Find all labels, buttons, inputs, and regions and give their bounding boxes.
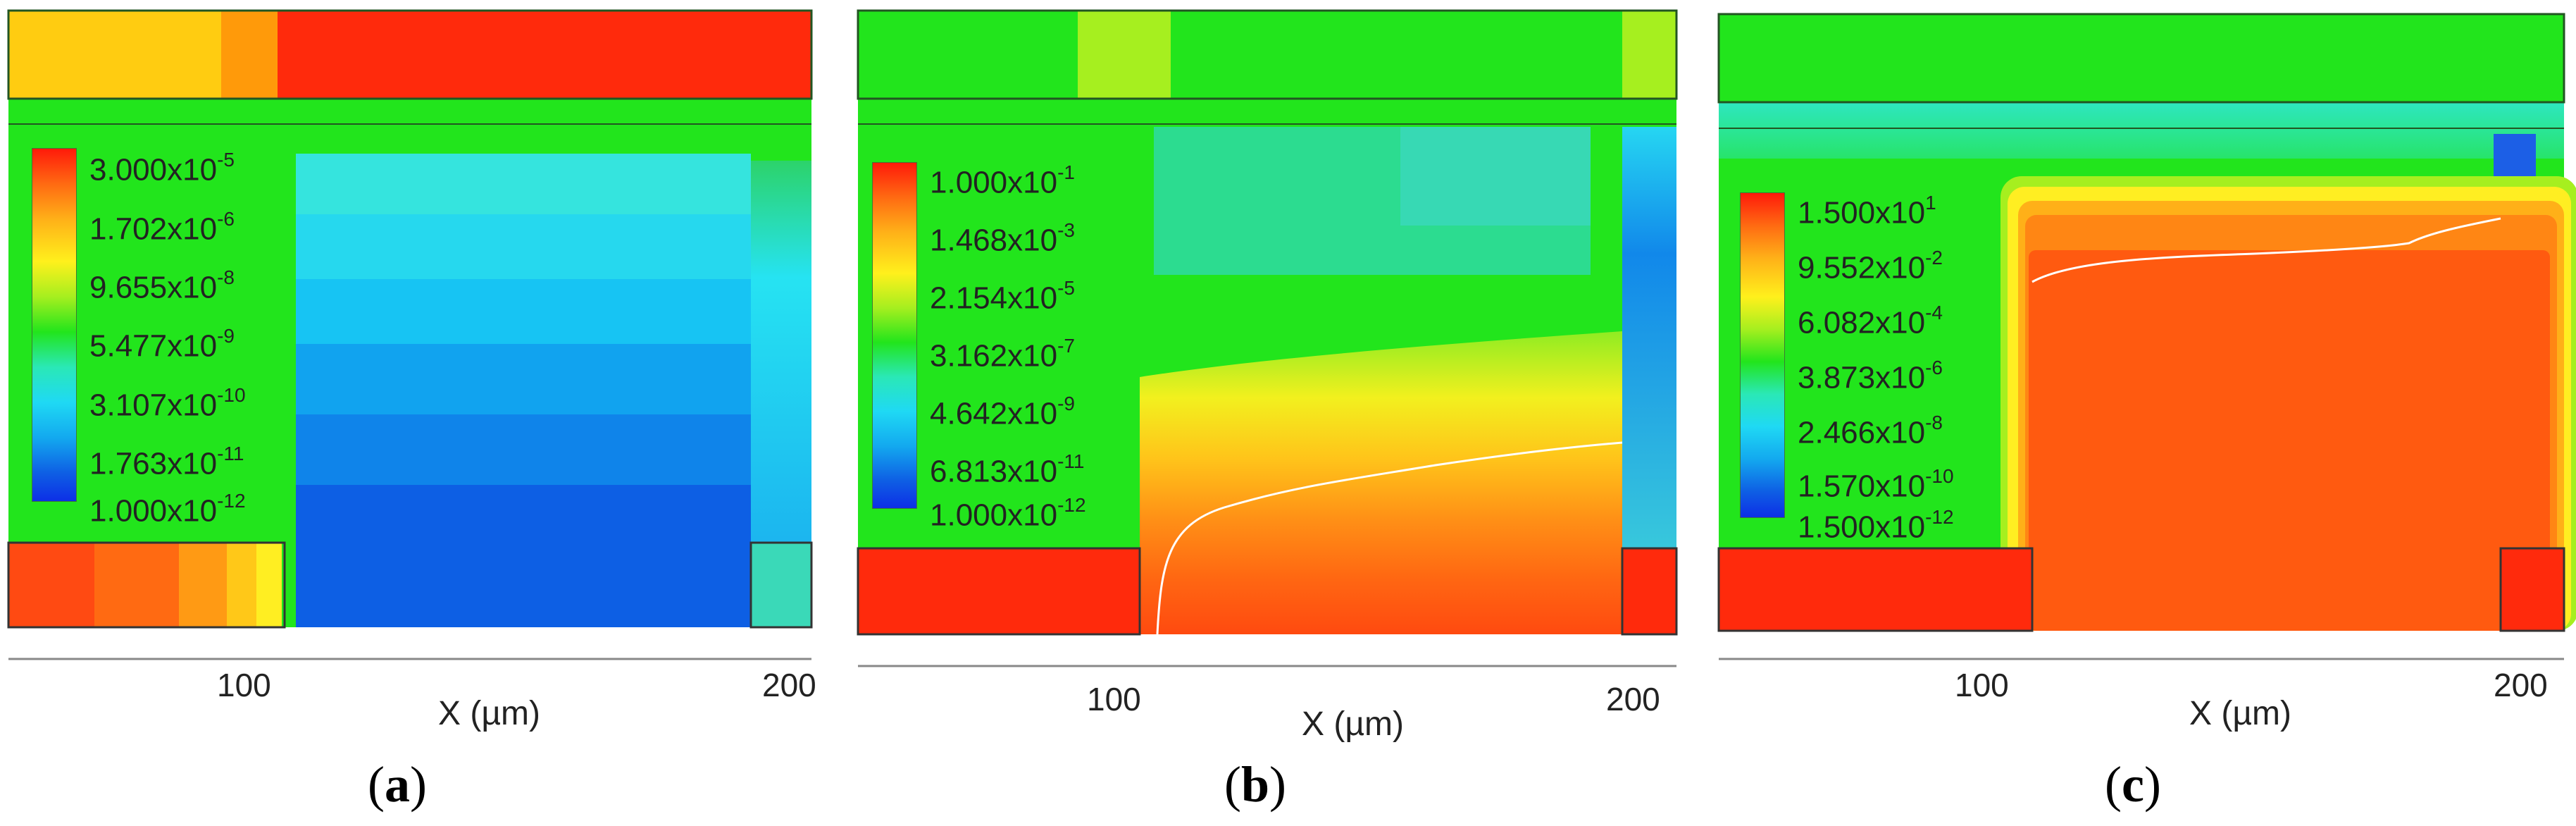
colorbar-b-label-1: 1.468x10-3 bbox=[930, 219, 1075, 258]
colorbar-b-label-5: 6.813x10-11 bbox=[930, 450, 1085, 489]
colorbar-b-label-0: 1.000x10-1 bbox=[930, 161, 1075, 200]
band-6 bbox=[296, 485, 751, 627]
heatmap-a-plot bbox=[7, 9, 813, 660]
block-outline bbox=[749, 541, 813, 629]
colorbar-c-label-5: 1.570x10-10 bbox=[1798, 465, 1954, 504]
contour-line bbox=[1156, 441, 1623, 635]
block-outline bbox=[7, 541, 286, 629]
panel-label-c: (c) bbox=[2105, 756, 2161, 813]
colorbar-b-gradient bbox=[872, 162, 917, 509]
heatmap-b-plot bbox=[857, 9, 1678, 667]
colorbar-c-gradient bbox=[1740, 192, 1785, 518]
colorbar-b-label-4: 4.642x10-9 bbox=[930, 393, 1075, 431]
band-cyan-top bbox=[1719, 102, 2564, 159]
x-axis-title: X (µm) bbox=[438, 695, 540, 732]
warm-column bbox=[1140, 331, 1622, 634]
bottom-block-left bbox=[858, 548, 1140, 634]
colorbar-a-label-4: 3.107x10-10 bbox=[89, 384, 246, 423]
x-axis-title: X (µm) bbox=[1302, 705, 1404, 743]
top-layer-region-green bbox=[1719, 14, 2564, 102]
colorbar-a-label-2: 9.655x10-8 bbox=[89, 266, 235, 305]
corner-spot-blue bbox=[2494, 134, 2536, 176]
heatmap-panel-a: 3.000x10-5 1.702x10-6 9.655x10-8 5.477x1… bbox=[0, 0, 838, 826]
colorbar-a-label-1: 1.702x10-6 bbox=[89, 208, 235, 247]
bottom-block-right bbox=[2501, 548, 2564, 631]
colorbar-c-label-3: 3.873x10-6 bbox=[1798, 357, 1943, 395]
top-layer-region-orange bbox=[221, 11, 278, 99]
bottom-block-segment bbox=[227, 543, 256, 627]
block-outline bbox=[1621, 547, 1678, 636]
x-tick-label-100: 100 bbox=[217, 667, 271, 703]
panel-label-b: (b) bbox=[1224, 756, 1287, 813]
column-core bbox=[2029, 250, 2550, 631]
layer-outline bbox=[857, 9, 1678, 100]
colorbar-a-label-6: 1.000x10-12 bbox=[89, 490, 246, 529]
layer-outline bbox=[7, 9, 813, 100]
bottom-block-right bbox=[751, 543, 811, 627]
block-outline bbox=[857, 547, 1141, 636]
band-2 bbox=[296, 214, 751, 279]
top-layer-region-red bbox=[278, 11, 811, 99]
colorbar-c-label-4: 2.466x10-8 bbox=[1798, 412, 1943, 450]
colorbar-a-label-0: 3.000x10-5 bbox=[89, 149, 235, 187]
colorbar-c-label-6: 1.500x10-12 bbox=[1798, 506, 1954, 545]
layer-outline bbox=[1717, 13, 2565, 104]
panel-label-a: (a) bbox=[368, 756, 427, 813]
block-outline bbox=[1717, 547, 2034, 632]
colorbar-c-label-1: 9.552x10-2 bbox=[1798, 247, 1943, 285]
x-tick-label-100: 100 bbox=[1955, 667, 2009, 703]
x-axis-title: X (µm) bbox=[2189, 695, 2291, 732]
band-4 bbox=[296, 344, 751, 414]
heatmap-panel-b: 1.000x10-1 1.468x10-3 2.154x10-5 3.162x1… bbox=[857, 0, 1703, 826]
contour-line bbox=[2031, 217, 2501, 283]
heatmap-c-plot bbox=[1717, 13, 2576, 660]
colorbar-b-label-6: 1.000x10-12 bbox=[930, 494, 1086, 533]
top-layer-region-yellow bbox=[8, 11, 221, 99]
side-region-right bbox=[1622, 127, 1676, 550]
bottom-block-segment bbox=[256, 543, 282, 627]
bottom-block-segment bbox=[94, 543, 179, 627]
band-1 bbox=[296, 154, 751, 214]
colorbar-b-label-3: 3.162x10-7 bbox=[930, 335, 1075, 374]
band-cyan bbox=[1400, 127, 1591, 226]
block-outline bbox=[2499, 547, 2565, 632]
top-layer-region-lime bbox=[1078, 11, 1171, 99]
x-tick-label-200: 200 bbox=[2494, 667, 2548, 703]
x-tick-label-200: 200 bbox=[1606, 681, 1660, 717]
bottom-block-right bbox=[1622, 548, 1676, 634]
colorbar-b-label-2: 2.154x10-5 bbox=[930, 277, 1075, 316]
bottom-block-segment bbox=[179, 543, 227, 627]
colorbar-c-label-2: 6.082x10-4 bbox=[1798, 302, 1943, 340]
bottom-block-left bbox=[1719, 548, 2032, 631]
colorbar-a-gradient bbox=[32, 148, 77, 502]
band-5 bbox=[296, 414, 751, 485]
x-tick-label-100: 100 bbox=[1087, 681, 1141, 717]
colorbar-a-label-3: 5.477x10-9 bbox=[89, 325, 235, 364]
x-tick-label-200: 200 bbox=[762, 667, 816, 703]
colorbar-c-label-0: 1.500x101 bbox=[1798, 192, 1936, 230]
top-layer-region-lime bbox=[1622, 11, 1676, 99]
colorbar-a-label-5: 1.763x10-11 bbox=[89, 443, 244, 481]
heatmap-panel-c: 1.500x101 9.552x10-2 6.082x10-4 3.873x10… bbox=[1717, 0, 2576, 826]
band-3 bbox=[296, 279, 751, 344]
bottom-block-segment bbox=[8, 543, 94, 627]
top-layer-region-green bbox=[858, 11, 1676, 99]
